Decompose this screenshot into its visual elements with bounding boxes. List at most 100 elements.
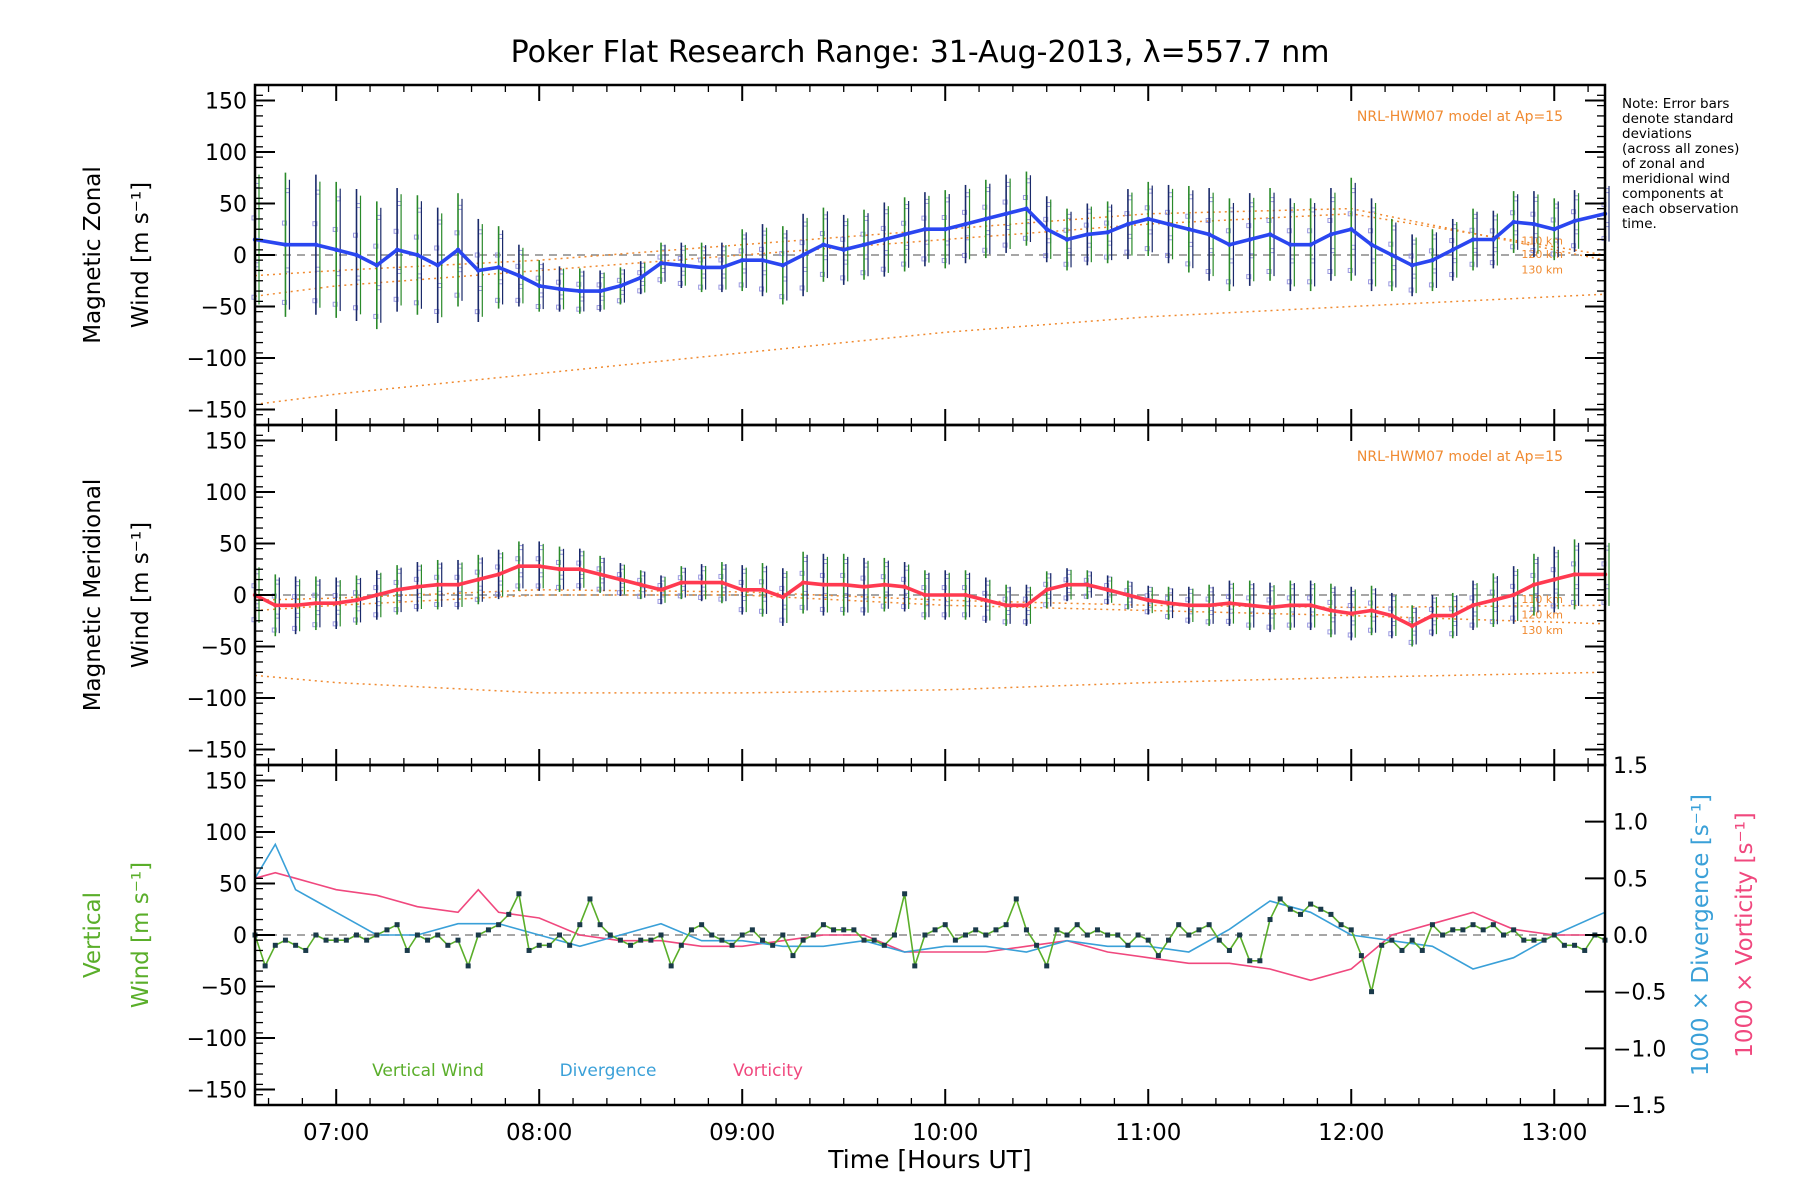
vertical-wind-point (1358, 953, 1364, 959)
vertical-wind-point (1064, 932, 1070, 938)
mean-wind-point (882, 237, 887, 242)
x-tick-label: 08:00 (506, 1120, 572, 1146)
zone-marker (1510, 583, 1516, 589)
vertical-wind-point (282, 937, 288, 943)
zone-marker (840, 572, 846, 578)
model-line-130-km (254, 293, 1606, 406)
zone-marker (474, 309, 480, 315)
zone-marker (921, 612, 927, 618)
vertical-wind-point (354, 932, 360, 938)
vertical-wind-point (1389, 937, 1395, 943)
zone-marker (1469, 622, 1475, 628)
mean-wind-point (516, 273, 522, 278)
vertical-wind-point (404, 947, 410, 953)
vorticity-line (254, 871, 1605, 982)
vertical-wind-point (435, 932, 441, 938)
mean-wind-point (861, 584, 867, 589)
zone-marker (779, 585, 785, 591)
zone-marker (1225, 279, 1231, 285)
vertical-wind-point (1155, 953, 1161, 959)
vertical-wind-point (485, 927, 491, 933)
mean-wind-point (1085, 232, 1090, 237)
zone-marker (556, 584, 562, 590)
vertical-wind-panel: Vertical Wind Divergence Vorticity 1.5 1.0 0.… (80, 754, 1758, 1146)
vertical-wind-point (1145, 937, 1151, 943)
zone-marker (576, 281, 582, 287)
vertical-wind-point (1338, 922, 1344, 928)
zone-marker (576, 583, 582, 589)
vertical-wind-point (1450, 927, 1456, 933)
zone-marker (1327, 599, 1333, 605)
zone-marker (1165, 209, 1171, 215)
zone-marker (373, 243, 379, 249)
y-axis-label-line2: Wind [m s⁻¹] (128, 862, 154, 1008)
note-line: deviations (1622, 126, 1692, 142)
zone-marker (281, 299, 287, 305)
mean-wind-point (435, 582, 440, 587)
zone-marker (281, 220, 287, 226)
vertical-wind-point (1419, 947, 1425, 953)
zone-marker (413, 234, 419, 240)
zone-marker (616, 572, 622, 578)
zone-marker (738, 607, 744, 613)
mean-wind-point (1267, 605, 1273, 610)
zone-marker (596, 305, 602, 311)
zone-marker (1124, 604, 1130, 610)
vertical-wind-point (1399, 947, 1405, 953)
mean-wind-point (1186, 227, 1192, 232)
y-tick-label: −150 (187, 1079, 247, 1104)
zone-marker (312, 592, 318, 598)
zone-marker (454, 601, 460, 607)
zone-marker (1266, 624, 1272, 630)
mean-wind-point (516, 563, 522, 569)
vertical-wind-point (1257, 958, 1263, 964)
mean-wind-point (1430, 257, 1435, 263)
zone-marker (982, 590, 988, 596)
mean-wind-point (638, 275, 643, 280)
zone-marker (1266, 217, 1272, 223)
y2-tick-label: 1.5 (1613, 754, 1648, 779)
zone-marker (495, 252, 501, 258)
vertical-wind-point (790, 953, 796, 959)
zone-marker (1327, 629, 1333, 635)
zone-marker (616, 298, 622, 304)
zone-marker (1489, 619, 1495, 625)
zone-marker (393, 296, 399, 302)
vertical-wind-point (1582, 947, 1588, 953)
zone-marker (1428, 629, 1434, 635)
vertical-wind-point (688, 927, 694, 933)
zone-marker (921, 215, 927, 221)
zone-marker (1428, 282, 1434, 288)
vertical-wind-point (1094, 927, 1100, 933)
mean-wind-point (963, 592, 968, 598)
zone-marker (1144, 205, 1150, 211)
zone-marker (434, 601, 440, 607)
model-altitude-label: 110 km (1521, 593, 1563, 606)
zone-marker (515, 297, 521, 303)
mean-wind-point (597, 288, 603, 294)
zone-marker (576, 306, 582, 312)
zone-marker (698, 284, 704, 290)
zone-marker (495, 591, 501, 597)
vertical-wind-point (1247, 958, 1253, 964)
zone-marker (413, 300, 419, 306)
y-axis-label-line1: Magnetic Zonal (80, 166, 106, 344)
vertical-wind-point (323, 937, 329, 943)
zone-marker (556, 279, 562, 285)
vertical-wind-point (942, 922, 948, 928)
zone-marker (596, 586, 602, 592)
zone-marker (1571, 243, 1577, 249)
vertical-wind-point (1237, 932, 1243, 938)
mean-wind-point (902, 584, 907, 589)
zone-marker (1347, 632, 1353, 638)
mean-wind-point (1206, 603, 1212, 608)
mean-wind-point (283, 242, 288, 247)
model-altitude-label: 120 km (1521, 248, 1563, 261)
zone-marker (312, 622, 318, 628)
vertical-wind-point (587, 896, 593, 902)
zone-marker (454, 574, 460, 580)
vertical-wind-point (719, 937, 725, 943)
zone-marker (1083, 577, 1089, 583)
vertical-wind-point (496, 922, 502, 928)
zone-marker (1307, 595, 1313, 601)
